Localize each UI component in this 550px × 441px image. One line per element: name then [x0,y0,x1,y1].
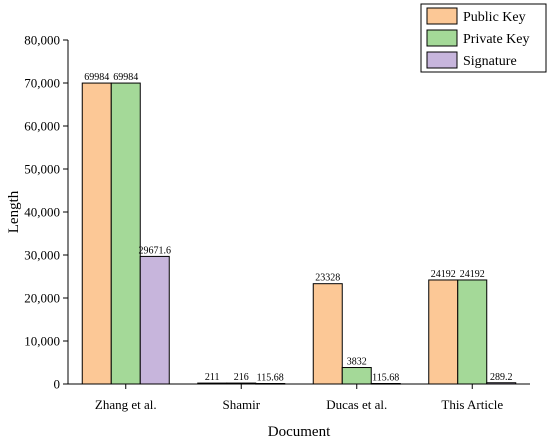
y-axis-title: Length [6,190,22,233]
bar-value-label: 23328 [315,273,340,284]
bar [110,82,141,385]
legend: Public Key Private Key Signature [420,3,547,73]
y-ticks-group: 0 10,000 20,000 30,000 40,000 50,000 60,000 70,… [24,33,68,392]
bar [139,255,170,385]
x-tick-label: This Article [441,397,503,412]
bar [428,279,459,385]
y-tick-label: 40,000 [24,205,60,220]
y-tick-label: 50,000 [24,162,60,177]
x-tick-label: Zhang et al. [95,397,157,412]
legend-label: Signature [463,54,517,69]
bar-value-label: 211 [205,372,220,383]
bar-value-label: 115.68 [257,373,284,384]
bar-value-label: 69984 [113,72,138,83]
bar-value-label: 3832 [347,357,367,368]
y-tick-label: 0 [54,377,61,392]
y-tick-label: 80,000 [24,33,60,48]
legend-label: Private Key [463,32,529,47]
bar-value-label: 29671.6 [139,245,172,256]
bars-group [81,82,517,385]
y-tick-label: 60,000 [24,119,60,134]
y-tick-label: 30,000 [24,248,60,263]
y-tick-label: 20,000 [24,291,60,306]
x-tick-label: Shamir [222,397,260,412]
x-axis-title: Document [268,424,331,440]
bar-value-label: 289.2 [490,372,513,383]
y-tick-label: 10,000 [24,334,60,349]
bar-value-label: 115.68 [372,373,399,384]
bar-value-label: 69984 [84,72,109,83]
legend-swatch [426,51,458,69]
bar-value-label: 24192 [431,269,456,280]
bar-value-label: 24192 [460,269,485,280]
bar [341,367,372,385]
legend-swatch [426,7,458,25]
y-tick-label: 70,000 [24,76,60,91]
bar [457,279,488,385]
bar-value-label: 216 [234,372,249,383]
x-ticks-group: Zhang et al. Shamir Ducas et al. This Artic… [95,384,503,412]
x-tick-label: Ducas et al. [326,397,387,412]
bar-labels-group: 69984 69984 29671.6 211 216 115.68 23328 3832 11… [84,72,512,383]
legend-swatch [426,29,458,47]
legend-label: Public Key [463,10,526,25]
bar [81,82,112,385]
bar [312,283,343,385]
